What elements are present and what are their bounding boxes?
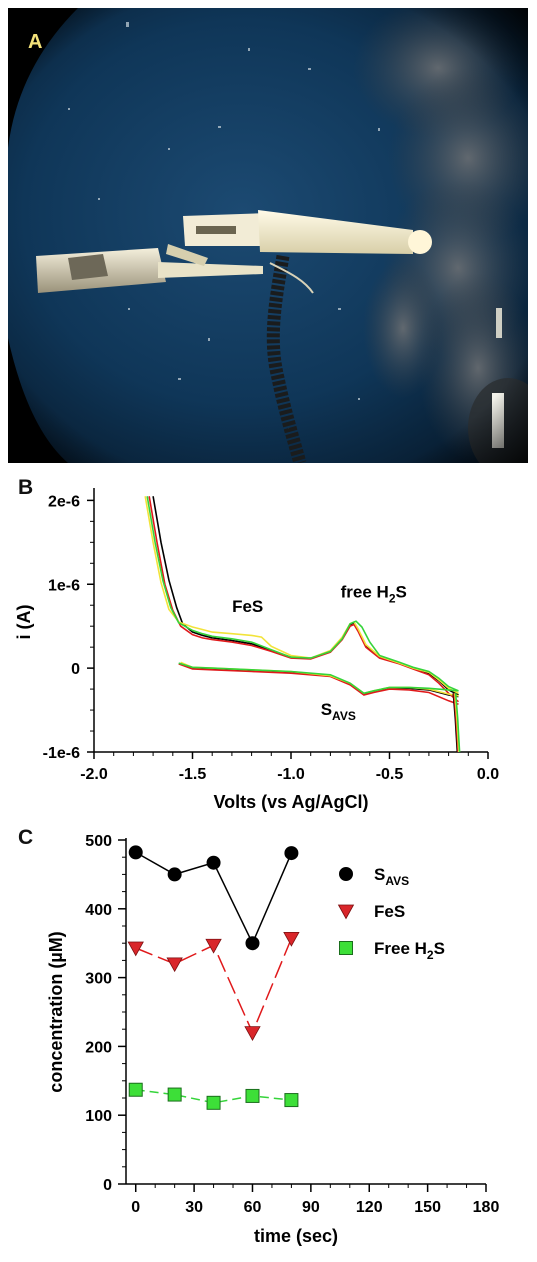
data-point	[244, 1026, 261, 1041]
x-tick-label: 30	[185, 1199, 203, 1216]
cv-curve-forward-yellow	[144, 496, 459, 695]
y-tick-label: 0	[103, 1177, 112, 1194]
x-tick-label: 0	[131, 1199, 140, 1216]
y-tick-label: 100	[85, 1108, 112, 1125]
legend-label-1-main: FeS	[374, 902, 405, 921]
x-tick-label: 0.0	[477, 766, 499, 783]
peak-label-1-sub: 2	[389, 592, 396, 606]
peak-label-2-sub: AVS	[332, 709, 356, 723]
concentration-chart: 0 30 60 90 120 150 180 0 100 200 300 400 500 time (se…	[46, 833, 500, 1246]
panel-b-letter: B	[18, 476, 34, 499]
data-point	[206, 855, 221, 870]
y-tick-label: 1e-6	[48, 577, 80, 594]
x-tick-label: -1.5	[179, 766, 207, 783]
x-tick-label: 60	[244, 1199, 262, 1216]
data-point	[284, 846, 299, 861]
voltammogram-chart: -2.0 -1.5 -1.0 -0.5 0.0 -1e-6 0 1e-6 2e-6 Volts (…	[14, 488, 499, 812]
data-point	[206, 1095, 221, 1110]
data-point	[166, 957, 183, 973]
cv-curve-forward-green	[146, 496, 459, 692]
legend-label-2: Free H2S	[374, 939, 445, 962]
y-tick-label: -1e-6	[43, 745, 80, 762]
panel-a-letter: A	[28, 31, 42, 53]
series-line-2	[135, 1088, 292, 1104]
y-tick-label: 400	[85, 902, 112, 919]
peak-label-0: FeS	[232, 597, 263, 616]
panel-c-letter: C	[18, 826, 34, 849]
legend-label-0-main: S	[374, 865, 385, 884]
legend-label-1: FeS	[374, 902, 405, 921]
peak-label-1-main: free H	[341, 583, 389, 602]
legend-label-2-main: Free H	[374, 939, 427, 958]
peak-label-1-tail: S	[396, 583, 407, 602]
peak-label-1: free H2S	[341, 583, 407, 606]
data-point	[128, 845, 143, 860]
x-axis-label: Volts (vs Ag/AgCl)	[213, 792, 368, 812]
data-point	[284, 1093, 299, 1108]
peak-label-0-main: FeS	[232, 597, 263, 616]
legend-marker	[337, 904, 355, 920]
x-tick-label: 90	[302, 1199, 320, 1216]
y-tick-label: 300	[85, 971, 112, 988]
peak-label-2-main: S	[321, 700, 332, 719]
legend-marker	[339, 867, 353, 881]
x-tick-label: -0.5	[376, 766, 404, 783]
peak-label-2: SAVS	[321, 700, 356, 723]
legend-marker	[339, 941, 353, 955]
x-tick-label: 150	[414, 1199, 441, 1216]
data-point	[283, 931, 300, 947]
cv-curve-forward-red	[148, 496, 460, 703]
y-tick-label: 0	[71, 661, 80, 678]
y-tick-label: 2e-6	[48, 493, 80, 510]
x-tick-label: -1.0	[277, 766, 305, 783]
legend-label-2-sub: 2	[427, 948, 434, 962]
y-axis-label: concentration (µM)	[46, 931, 66, 1092]
x-axis-label: time (sec)	[254, 1226, 338, 1246]
data-point	[245, 936, 260, 951]
legend-label-0-sub: AVS	[385, 874, 409, 888]
x-tick-label: 120	[356, 1199, 383, 1216]
legend-label-2-tail: S	[434, 939, 445, 958]
y-tick-label: 200	[85, 1039, 112, 1056]
y-axis-label: i (A)	[14, 605, 34, 640]
x-tick-label: 180	[473, 1199, 500, 1216]
data-point	[128, 1082, 143, 1097]
cv-tail-green	[454, 693, 461, 753]
data-point	[245, 1088, 260, 1103]
data-point	[205, 938, 222, 954]
cv-curve-reverse-green	[178, 662, 459, 695]
deep-sea-photograph: A	[8, 8, 528, 463]
x-tick-label: -2.0	[80, 766, 108, 783]
data-point	[127, 941, 144, 957]
cv-curve-reverse-red	[178, 663, 459, 705]
data-point	[167, 1087, 182, 1102]
cv-curve-forward-black	[152, 496, 459, 696]
legend-label-0: SAVS	[374, 865, 409, 888]
data-point	[167, 867, 182, 882]
y-tick-label: 500	[85, 833, 112, 850]
